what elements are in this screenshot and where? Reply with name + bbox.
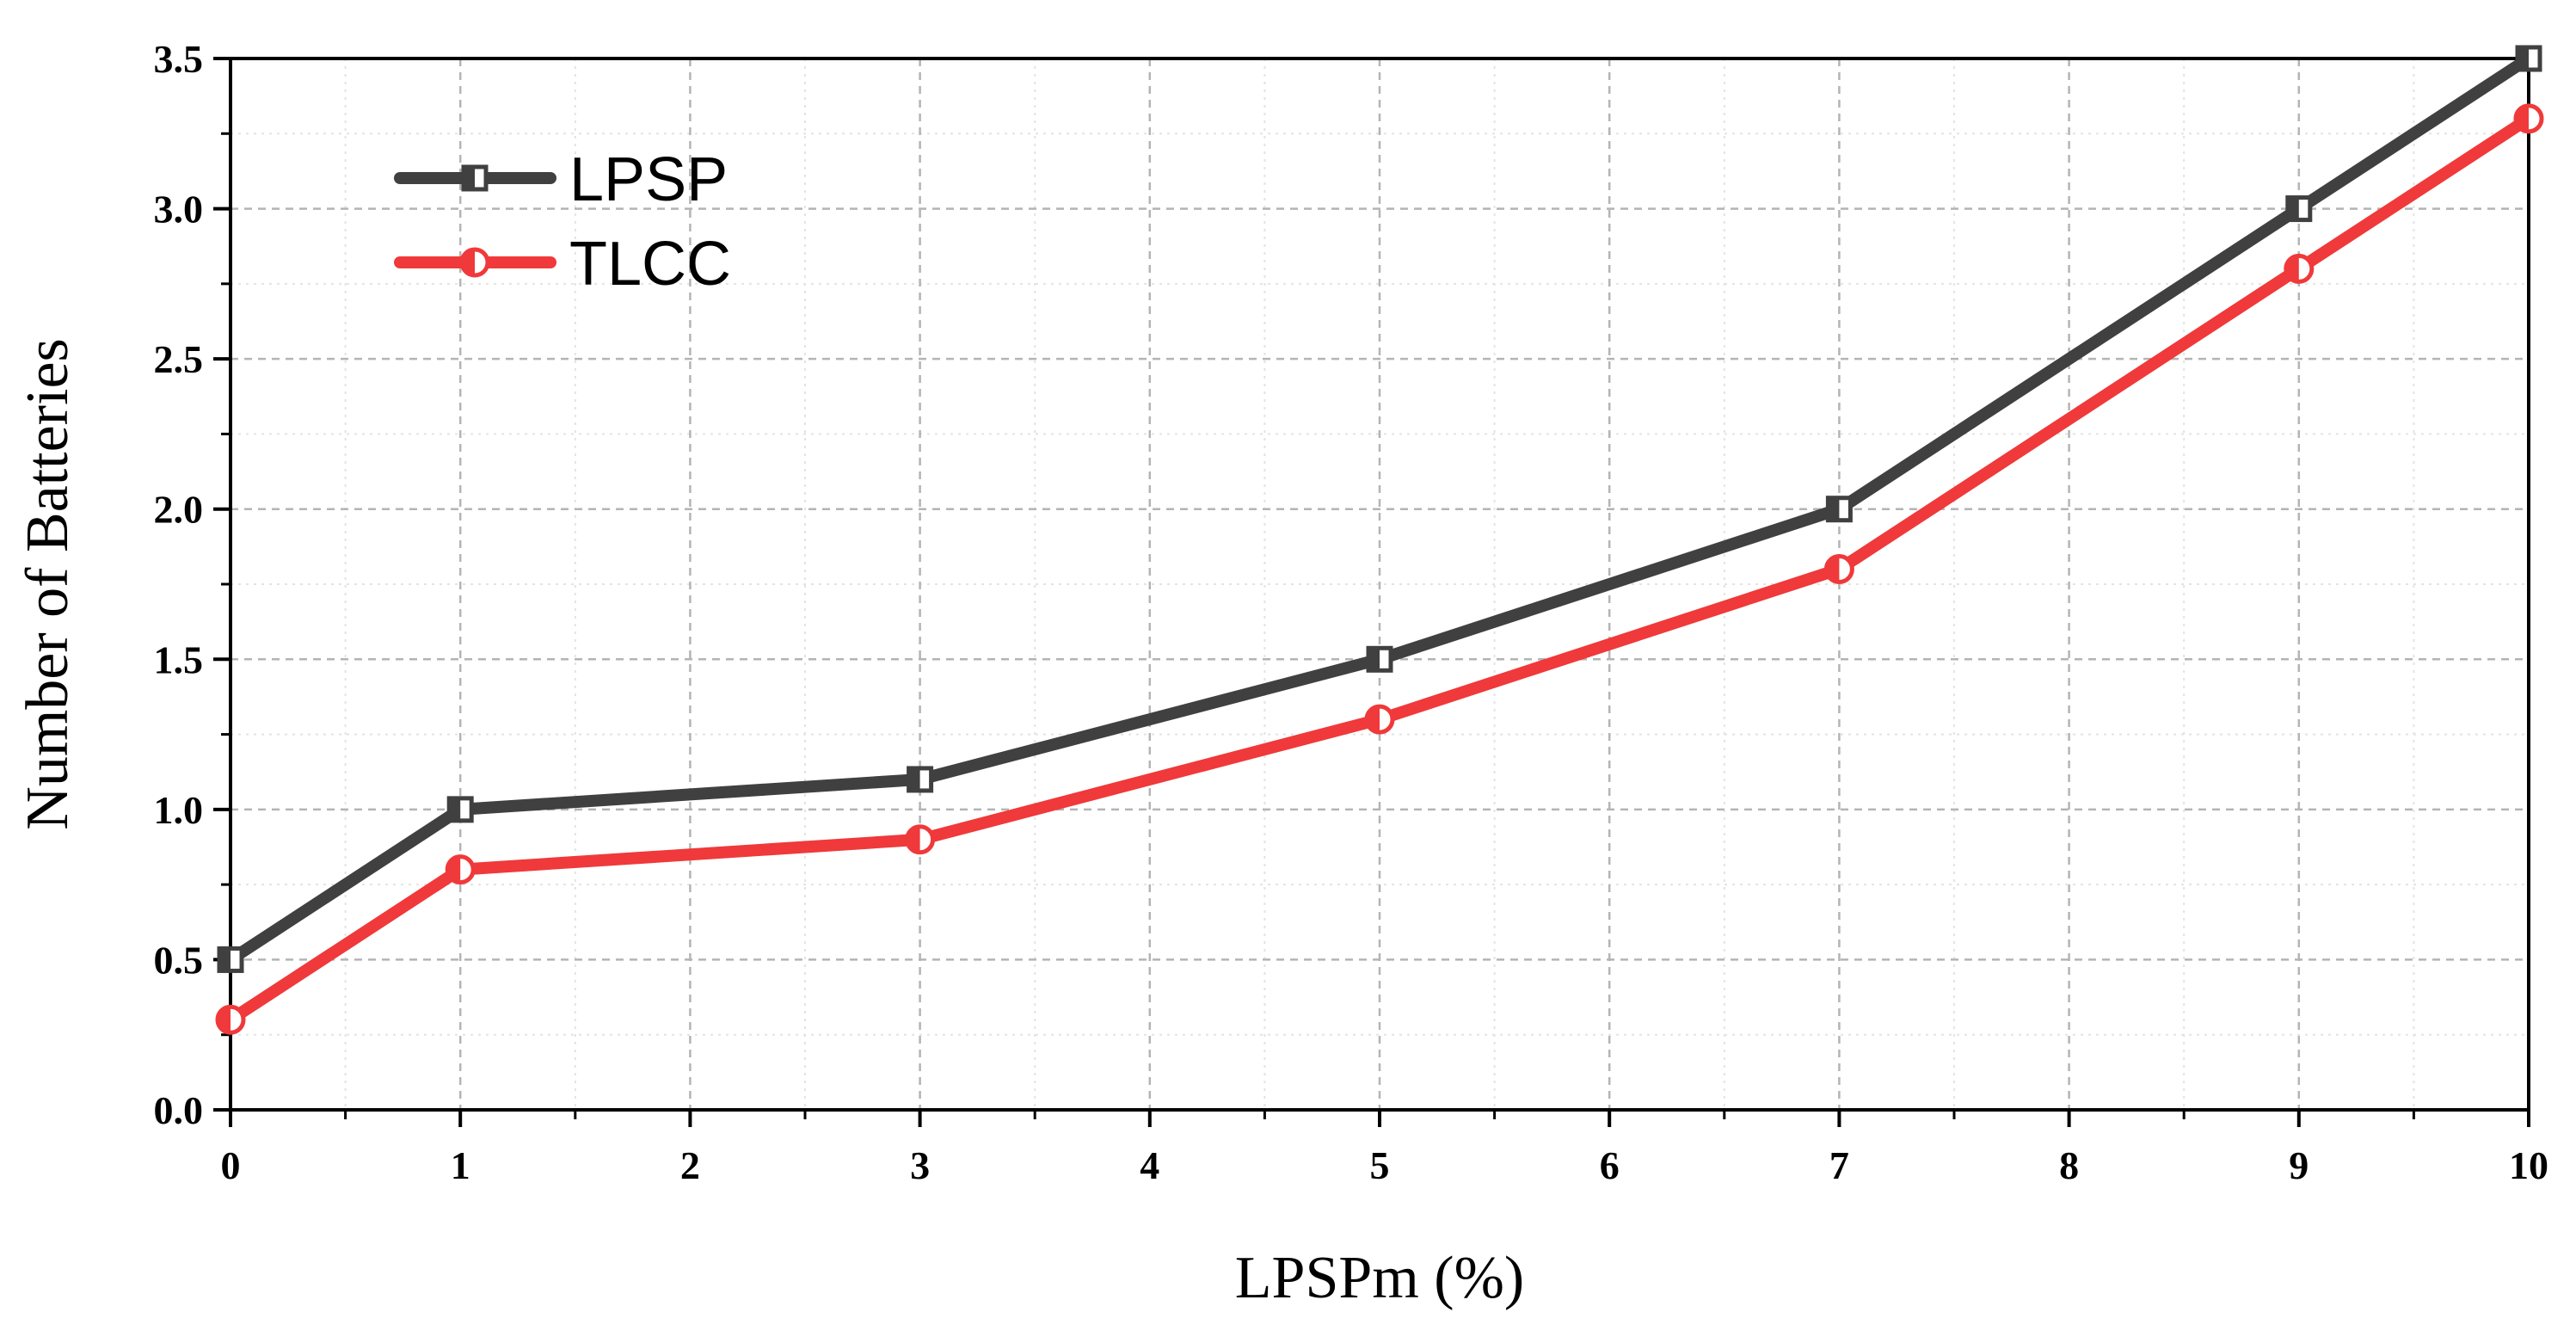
- x-tick-label: 0: [221, 1143, 241, 1187]
- y-tick-label: 0.0: [154, 1088, 204, 1132]
- marker-outline: [1823, 554, 1854, 585]
- y-tick-label: 1.0: [154, 788, 204, 832]
- tick-labels: 0 1 2 3 4 5 6 7 8 9 10 0.0 0.5 1.0 1.5 2.0 2.5 3.0 3.5: [154, 37, 2549, 1187]
- legend-item: TLCC: [394, 230, 731, 299]
- legend-label: TLCC: [569, 230, 731, 299]
- data-point: [217, 946, 244, 973]
- grid-lines: [229, 57, 2530, 1112]
- axes: [213, 57, 2530, 1127]
- marker-outline: [905, 824, 936, 855]
- legend-item: LPSP: [394, 145, 728, 214]
- marker-half: [908, 767, 920, 791]
- data-point: [1366, 645, 1393, 673]
- data-point: [215, 1004, 246, 1035]
- x-tick-label: 4: [1140, 1143, 1159, 1187]
- data-point: [2284, 253, 2315, 284]
- x-tick-label: 9: [2289, 1143, 2309, 1187]
- marker-outline: [907, 766, 934, 793]
- legend-label: LPSP: [569, 145, 728, 214]
- data-point: [905, 824, 936, 855]
- x-tick-label: 6: [1600, 1143, 1620, 1187]
- y-tick-label: 3.0: [154, 188, 204, 231]
- marker-half: [2287, 197, 2299, 220]
- marker-outline: [215, 1004, 246, 1035]
- x-tick-label: 2: [680, 1143, 700, 1187]
- y-tick-label: 2.0: [154, 488, 204, 532]
- marker-outline: [2285, 195, 2313, 223]
- y-tick-label: 3.5: [154, 37, 204, 81]
- data-point: [2513, 103, 2544, 134]
- x-tick-label: 5: [1370, 1143, 1390, 1187]
- data-point: [1823, 554, 1854, 585]
- x-tick-label: 7: [1829, 1143, 1849, 1187]
- series-tlcc: [215, 103, 2544, 1035]
- data-point: [2515, 45, 2542, 72]
- marker-outline: [461, 164, 489, 192]
- marker-outline: [1825, 496, 1853, 523]
- legend-marker: [461, 164, 489, 192]
- x-tick-label: 3: [910, 1143, 930, 1187]
- x-axis-title: LPSPm (%): [1235, 1245, 1524, 1311]
- data-point: [446, 796, 474, 823]
- marker-outline: [2515, 45, 2542, 72]
- marker-half: [449, 798, 461, 821]
- marker-half: [1828, 497, 1840, 521]
- marker-half: [219, 948, 231, 971]
- marker-outline: [445, 854, 476, 885]
- data-point: [2285, 195, 2313, 223]
- marker-half: [1368, 648, 1380, 671]
- marker-outline: [459, 247, 490, 278]
- x-tick-label: 8: [2059, 1143, 2079, 1187]
- marker-half: [2518, 47, 2529, 70]
- y-tick-label: 0.5: [154, 938, 204, 982]
- marker-outline: [2284, 253, 2315, 284]
- legend: LPSP TLCC: [394, 145, 731, 299]
- marker-outline: [1366, 645, 1393, 673]
- data-point: [445, 854, 476, 885]
- x-tick-label: 10: [2509, 1143, 2548, 1187]
- marker-outline: [217, 946, 244, 973]
- marker-outline: [446, 796, 474, 823]
- x-tick-label: 1: [451, 1143, 470, 1187]
- y-tick-label: 2.5: [154, 337, 204, 381]
- marker-half: [464, 167, 475, 189]
- y-axis-title: Number of Batteries: [15, 338, 81, 829]
- series-layer: [215, 45, 2544, 1035]
- data-point: [1364, 704, 1395, 735]
- legend-marker: [459, 247, 490, 278]
- marker-outline: [1364, 704, 1395, 735]
- data-point: [1825, 496, 1853, 523]
- y-tick-label: 1.5: [154, 638, 204, 681]
- series-lpsp: [217, 45, 2542, 973]
- data-point: [907, 766, 934, 793]
- marker-outline: [2513, 103, 2544, 134]
